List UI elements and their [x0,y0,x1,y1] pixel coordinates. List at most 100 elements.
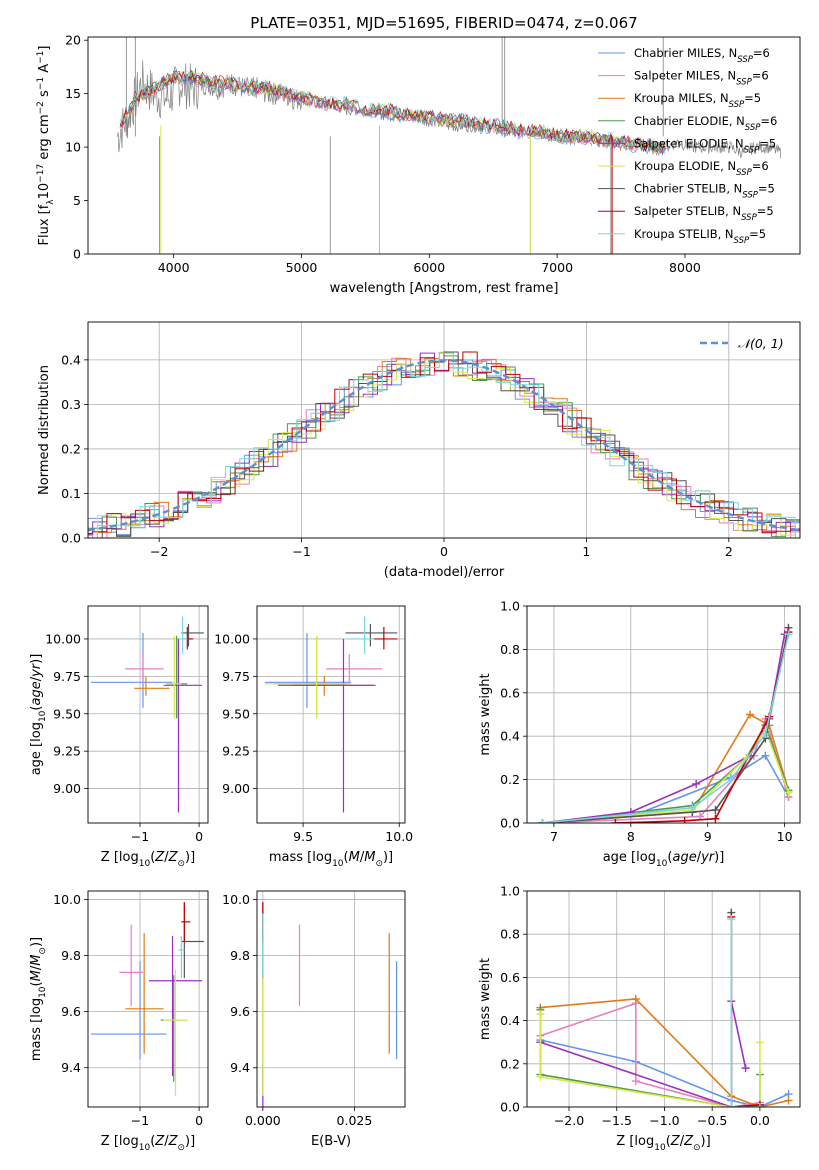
x-axis-label: Z [log10(Z/Z⊙)] [616,1134,710,1153]
x-tick-label: 7 [550,829,558,844]
x-axis-label: mass [log10(M/M⊙)] [269,850,393,869]
errorbar-chabrier_elodie [160,975,188,1082]
legend-label: Chabrier ELODIE, NSSP=6 [634,114,777,133]
legend-label: Kroupa MILES, NSSP=5 [634,91,761,110]
weight-marker [761,730,770,739]
y-tick-label: 0.0 [500,816,520,831]
axes-frame [526,890,801,1108]
weight-line-kroupa_elodie [539,1014,761,1107]
weight-line-salpeter_miles [542,716,790,823]
weight-marker [761,751,770,760]
x-axis-label: E(B-V) [311,1134,351,1149]
weight-marker [692,779,701,788]
weight-marker [784,1096,793,1105]
y-tick-label: 0.4 [500,729,520,744]
errorbar-kroupa_miles [134,676,170,696]
legend-label: Chabrier STELIB, NSSP=5 [634,182,775,201]
legend-label: 𝒩(0, 1) [738,336,784,351]
x-tick-label: 0.025 [337,1113,373,1128]
errorbar-kroupa_elodie [264,635,352,719]
x-tick-label: 0 [195,829,203,844]
legend-label: Salpeter ELODIE, NSSP=5 [634,136,776,155]
y-tick-label: 9.25 [222,744,250,759]
weight-marker [680,816,689,823]
weight-marker [536,1010,545,1019]
normal-curve [88,359,800,532]
errorbar-kroupa_stelib [178,935,185,978]
weight-marker [726,775,735,784]
axes-age_vs_Z: −1 0 9.00 9.25 9.50 9.75 10.00 Z [log10(Z/Z⊙)] a… [29,605,209,869]
errorbar-salpeter_stelib [370,626,398,650]
x-tick-label: 7000 [541,260,573,275]
x-tick-label: 0.0 [750,1113,770,1128]
lines-weight_vs_age [538,623,793,823]
y-tick-label: 10 [65,140,81,155]
y-tick-label: 9.8 [230,948,250,963]
weight-marker [711,814,720,823]
x-axis-label: Z [log10(Z/Z⊙)] [101,1134,195,1153]
y-tick-label: 0 [73,247,81,262]
y-tick-label: 10.00 [45,631,81,646]
weight-marker [688,803,697,812]
axes-frame [256,605,406,824]
x-tick-label: 9.5 [293,829,313,844]
weight-marker [784,788,793,797]
y-tick-label: 0.2 [500,772,520,787]
y-tick-label: 9.25 [53,744,81,759]
y-axis-label: mass [log10(M/M⊙)] [29,937,48,1061]
y-tick-label: 0.4 [500,1013,520,1028]
axes-mass_vs_ebv: 0.000 0.025 9.4 9.6 9.8 10.0 E(B-V) [222,890,406,1149]
x-axis-label: wavelength [Angstrom, rest frame] [330,281,559,296]
x-tick-label: −1 [292,544,310,559]
y-axis-label: mass weight [478,958,493,1040]
weight-line-kroupa_miles [542,713,790,823]
x-axis-label: (data-model)/error [384,565,505,580]
weight-line-kroupa_stelib [542,634,790,823]
x-tick-label: −0.5 [697,1113,727,1128]
errorbar-chabrier_elodie [274,635,348,719]
y-tick-label: 10.0 [222,892,250,907]
x-tick-label: −2 [150,544,168,559]
y-tick-label: 0.2 [61,441,81,456]
y-tick-label: 0.2 [500,1056,520,1071]
legend-label: Salpeter STELIB, NSSP=5 [634,204,774,223]
errorbar-salpeter_elodie [163,638,203,813]
weight-line-kroupa_stelib [730,919,760,1107]
x-axis-label: age [log10(age/yr)] [603,850,725,869]
y-axis-label: mass weight [478,673,493,755]
y-tick-label: 0.8 [500,927,520,942]
weight-marker [611,819,620,823]
errorbar-chabrier_elodie [166,635,188,719]
axes-residuals: −2 −1 0 1 2 0.0 0.1 0.2 0.3 0.4 (data-model)/error… [37,321,801,580]
axes-frame [87,890,209,1108]
x-tick-label: −1.0 [649,1113,679,1128]
y-axis-label: Normed distribution [37,365,52,495]
weight-marker [755,1103,764,1107]
axes-spectrum: 4000 5000 6000 7000 8000 0 5 10 15 20 wavelength [… [36,33,801,296]
y-tick-label: 9.8 [61,948,81,963]
points-age_vs_Z [90,616,204,813]
errorbar-chabrier_stelib [345,623,398,647]
y-tick-label: 9.4 [61,1060,81,1075]
x-tick-label: 10.0 [385,829,413,844]
errorbar-chabrier_miles [90,632,173,708]
y-tick-label: 9.75 [53,669,81,684]
legend-label: Salpeter MILES, NSSP=6 [634,69,769,88]
y-tick-label: 9.50 [53,706,81,721]
weight-line-chabrier_elodie [542,723,790,823]
y-tick-label: 1.0 [500,884,520,899]
axes-mass_vs_Z: −1 0 9.4 9.6 9.8 10.0 Z [log10(Z/Z⊙)] mass [log… [29,890,209,1153]
x-tick-label: 2 [725,544,733,559]
weight-marker [538,819,547,823]
weight-marker [711,805,720,814]
axes-weight_vs_Z: −2.0 −1.5 −1.0 −0.5 0.0 0.0 0.2 0.4 0.6 0.8 1.0 Z [… [478,884,801,1153]
weight-marker [784,630,793,639]
y-tick-label: 9.00 [53,781,81,796]
errorbar-kroupa_miles [293,676,377,696]
weight-marker [631,1077,640,1086]
axes-frame [87,605,209,824]
y-tick-label: 9.50 [222,706,250,721]
histogram-lines [88,351,800,538]
y-tick-label: 0.0 [500,1100,520,1115]
